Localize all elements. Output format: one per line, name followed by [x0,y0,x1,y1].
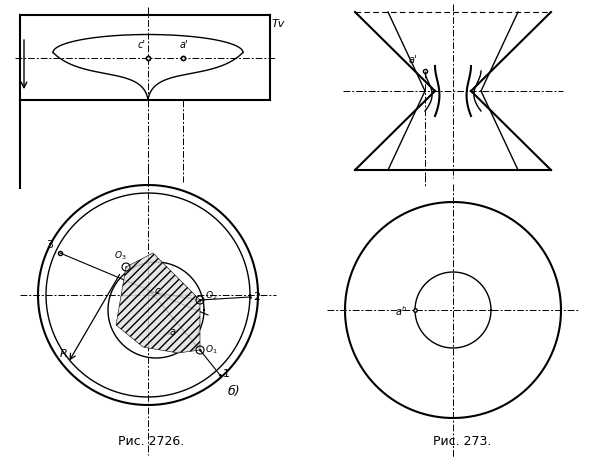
Text: $O_3$: $O_3$ [114,250,127,263]
Polygon shape [116,253,200,353]
Text: Рис. 273.: Рис. 273. [433,435,492,448]
Text: a': a' [409,55,417,65]
Text: c: c [155,286,161,296]
Text: 3: 3 [46,240,53,250]
Text: c': c' [138,40,146,50]
Text: 2: 2 [253,292,260,302]
Text: R: R [60,349,68,359]
Text: Тv: Тv [272,19,285,29]
Text: $O_1$: $O_1$ [205,344,217,357]
Text: a: a [170,327,176,337]
Text: Рис. 2726.: Рис. 2726. [118,435,184,448]
Text: $O_2$: $O_2$ [205,289,217,302]
Text: a': a' [180,40,188,50]
Text: 1: 1 [223,369,230,379]
Text: $a^b$: $a^b$ [395,304,408,318]
Text: б): б) [228,385,240,398]
